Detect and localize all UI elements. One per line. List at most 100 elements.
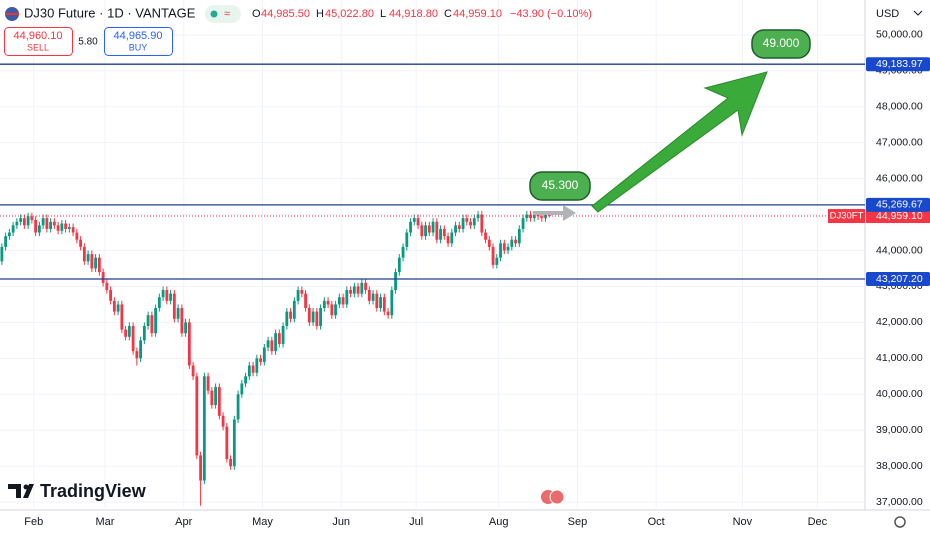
candle-body [90,254,94,269]
candle-body [60,223,64,231]
candle-body [409,221,412,233]
candle-body [277,333,281,344]
candle-body [259,358,262,362]
flag-stripe [5,13,19,15]
plot-area [0,0,865,510]
candle-body [251,365,255,373]
candle-body [330,304,334,316]
change: −43.90 (−0.10%) [510,8,592,20]
candle-body [300,290,304,294]
candle-body [202,376,206,481]
candle-body [405,232,409,247]
buy-button[interactable] [104,27,173,56]
candle-body [124,329,128,337]
candle-body [382,297,386,312]
candle-body [37,225,41,233]
candle-body [187,322,191,366]
candle-body [285,311,289,326]
ohlc-value: 45,022.80 [325,8,374,20]
candle-body [499,243,502,258]
candle-body [169,293,173,301]
candle-body [326,300,330,305]
candle-body [457,225,461,229]
level-tag [866,57,930,72]
candle-body [394,272,397,291]
candle-body [15,221,19,226]
candle-body [390,290,394,316]
currency-chevron [913,10,923,16]
candle-body [446,236,450,244]
candle-body [427,225,431,233]
candle-body [352,286,356,294]
candle-body [435,221,439,240]
level-tag [866,272,930,287]
candle-body [454,225,457,233]
annotation-text: 49.000 [763,36,800,50]
settings-icon[interactable] [894,516,906,528]
level-tag [866,197,930,212]
x-tick-label: Jul [409,516,423,528]
candle-body [337,297,341,305]
annotation-box [529,171,591,201]
currency[interactable]: USD [876,8,899,20]
candle-body [56,225,60,231]
candle-body [139,340,143,359]
candle-body [135,351,139,359]
symbol-title: DJ30 Future · 1D · VANTAGE [24,5,196,20]
candle-body [469,221,472,226]
candle-body [22,218,26,226]
candle-body [109,290,113,301]
ohlc-value: 44,985.50 [261,8,310,20]
x-tick-label: Mar [96,516,115,528]
annotation-box [751,29,811,59]
candle-body [79,239,83,247]
candle-body [472,218,476,226]
candle-body [41,218,45,226]
candle-body [491,246,495,265]
watermark: TradingView [40,481,147,501]
candle-body [146,315,150,326]
candle-body [82,246,86,262]
x-tick-label: Nov [733,516,753,528]
candle-body [225,426,229,459]
candle-body [172,293,176,319]
candle-body [296,290,300,301]
series-tag [828,209,865,224]
candle-body [345,290,349,305]
candle-body [64,223,68,229]
candle-body [26,216,30,226]
level-label: 49,183.97 [876,58,923,70]
candle-body [210,390,214,406]
candle-body [506,246,510,251]
candle-body [540,216,544,219]
last-price-tag [866,209,930,224]
ohlc-key: H [316,8,324,20]
level-label: 45,269.67 [876,199,923,211]
candle-body [195,376,199,456]
projection-arrow [533,205,576,221]
y-tick-label: 41,000.00 [876,352,923,364]
sell-label: SELL [27,42,49,52]
status-dot [210,10,218,18]
ohlc-key: O [252,8,261,20]
candle-body [356,286,360,294]
candle-body [319,308,322,326]
logo-dot [23,484,29,490]
candle-body [71,227,75,233]
candle-body [349,290,352,294]
candle-body [367,290,371,301]
candle-body [431,221,435,233]
sell-button[interactable] [4,27,73,56]
candle-body [161,290,165,298]
ohlc-legend: O 44,985.50 H 45,022.80 L 44,918.80 C 44,959.10 [252,8,502,20]
candle-body [131,325,135,352]
candle-body [232,419,236,467]
candle-body [236,394,240,420]
candle-body [487,239,491,247]
candle-body [75,232,79,240]
candle-body [412,218,416,222]
market-status [205,5,241,23]
y-tick-label: 44,000.00 [876,244,923,256]
candle-body [255,358,259,373]
